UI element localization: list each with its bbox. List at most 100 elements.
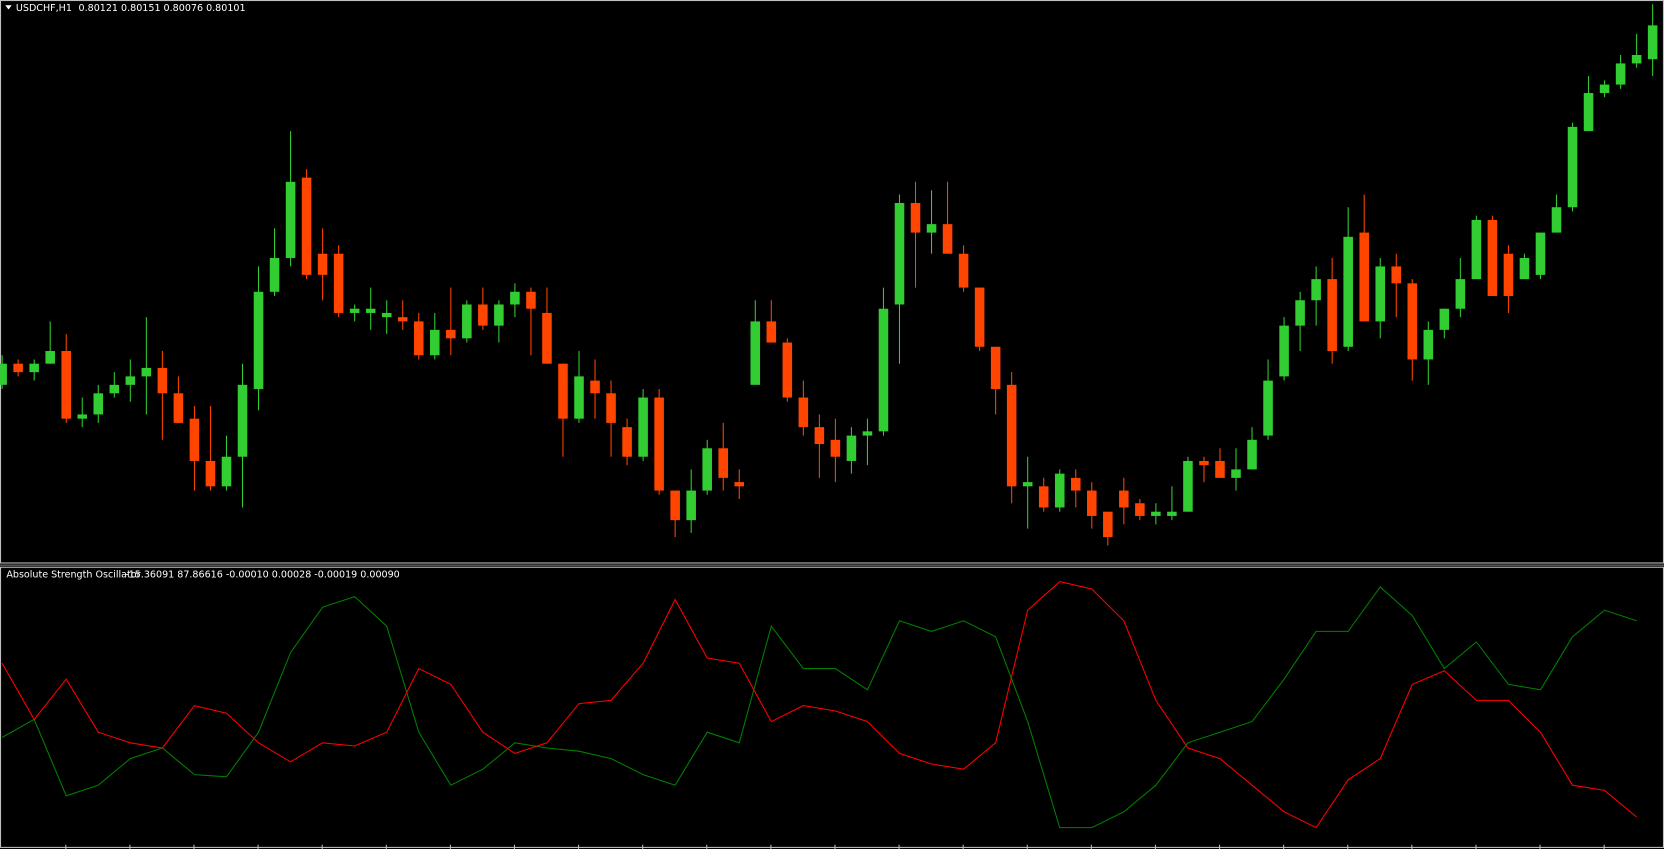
candle-body bbox=[77, 414, 88, 419]
candle-body bbox=[141, 367, 152, 377]
candle-body bbox=[317, 253, 328, 275]
candle-body bbox=[686, 490, 696, 521]
candle-body bbox=[590, 380, 600, 394]
candle-body bbox=[61, 351, 71, 419]
ohlc-values: 0.80121 0.80151 0.80076 0.80101 bbox=[79, 3, 246, 14]
candle-body bbox=[1006, 384, 1017, 487]
candle-body bbox=[1359, 232, 1369, 322]
candle-body bbox=[574, 376, 584, 419]
candle-body bbox=[1567, 126, 1578, 208]
candle-body bbox=[1647, 25, 1658, 60]
oscillator-line bbox=[1, 586, 1637, 829]
candle-body bbox=[814, 427, 825, 445]
candle-body bbox=[1054, 473, 1065, 508]
candle-body bbox=[13, 363, 23, 373]
main-pane-frame bbox=[0, 0, 1664, 564]
candle-body bbox=[333, 253, 344, 313]
candle-body bbox=[1519, 257, 1530, 280]
candle-body bbox=[830, 439, 841, 457]
candle-body bbox=[734, 482, 745, 487]
candle-body bbox=[1455, 279, 1466, 309]
candle-body bbox=[558, 363, 568, 419]
candle-body bbox=[974, 287, 985, 347]
candle-body bbox=[1391, 266, 1402, 284]
candle-body bbox=[654, 397, 664, 491]
candle-body bbox=[1343, 236, 1353, 347]
candle-body bbox=[205, 460, 216, 487]
candle-body bbox=[1439, 308, 1450, 330]
candle-body bbox=[1199, 460, 1209, 466]
candle-body bbox=[1151, 511, 1161, 516]
candle-body bbox=[237, 384, 248, 457]
candle-body bbox=[1087, 490, 1097, 516]
candle-body bbox=[878, 308, 889, 432]
oscillator-line bbox=[1, 580, 1637, 829]
candle-body bbox=[462, 304, 472, 339]
candle-body bbox=[253, 291, 264, 390]
indicator-title: Absolute Strength Oscillator bbox=[6, 570, 140, 581]
candle-body bbox=[798, 397, 809, 428]
candle-body bbox=[189, 418, 200, 461]
candle-body bbox=[1279, 325, 1289, 377]
candle-body bbox=[1615, 63, 1626, 85]
candle-body bbox=[1167, 511, 1177, 516]
candle-body bbox=[622, 427, 632, 457]
candle-body bbox=[446, 329, 456, 339]
candle-body bbox=[478, 304, 488, 326]
candle-body bbox=[1135, 503, 1145, 516]
candle-body bbox=[766, 321, 777, 343]
candle-body bbox=[718, 448, 728, 478]
candle-body bbox=[910, 202, 921, 233]
candle-body bbox=[750, 321, 761, 385]
candle-body bbox=[638, 397, 648, 457]
candle-body bbox=[958, 253, 969, 288]
candle-body bbox=[1038, 486, 1049, 508]
candle-body bbox=[1423, 329, 1434, 360]
candle-body bbox=[1022, 482, 1033, 487]
candle-body bbox=[1183, 460, 1193, 512]
candle-body bbox=[542, 312, 552, 364]
candle-body bbox=[157, 367, 168, 394]
indicator-values: -15.36091 87.86616 -0.00010 0.00028 -0.0… bbox=[125, 570, 400, 581]
candle-body bbox=[285, 181, 296, 258]
candle-body bbox=[782, 342, 793, 398]
candle-body bbox=[1503, 253, 1514, 297]
candle-body bbox=[1295, 300, 1305, 326]
candle-body bbox=[1535, 232, 1546, 275]
candle-body bbox=[173, 393, 184, 423]
candle-body bbox=[301, 177, 312, 275]
candle-body bbox=[1231, 469, 1241, 478]
candle-body bbox=[1471, 219, 1482, 280]
candle-body bbox=[1375, 266, 1386, 322]
candle-body bbox=[381, 312, 392, 318]
candle-body bbox=[526, 291, 536, 309]
candle-body bbox=[1487, 219, 1498, 297]
candle-body bbox=[397, 317, 408, 322]
candle-body bbox=[846, 435, 857, 461]
candle-body bbox=[1551, 207, 1562, 233]
candle-body bbox=[93, 393, 104, 415]
candle-body bbox=[430, 329, 440, 356]
candle-body bbox=[494, 304, 504, 326]
candle-body bbox=[942, 224, 953, 254]
candle-body bbox=[269, 257, 280, 292]
candle-body bbox=[1311, 279, 1321, 301]
candle-body bbox=[1583, 93, 1594, 132]
candle-body bbox=[990, 346, 1001, 390]
candle-body bbox=[1599, 84, 1610, 94]
candle-body bbox=[349, 308, 360, 313]
menu-triangle[interactable] bbox=[5, 5, 12, 10]
candle-body bbox=[45, 351, 55, 364]
candle-body bbox=[1215, 460, 1225, 478]
oscillator-pane-frame bbox=[0, 566, 1664, 848]
candle-body bbox=[926, 224, 937, 233]
candle-body bbox=[413, 321, 424, 356]
candle-body bbox=[1327, 279, 1337, 352]
candle-body bbox=[862, 431, 873, 436]
candle-body bbox=[0, 363, 7, 385]
candle-body bbox=[221, 456, 232, 487]
candle-body bbox=[1263, 380, 1273, 436]
